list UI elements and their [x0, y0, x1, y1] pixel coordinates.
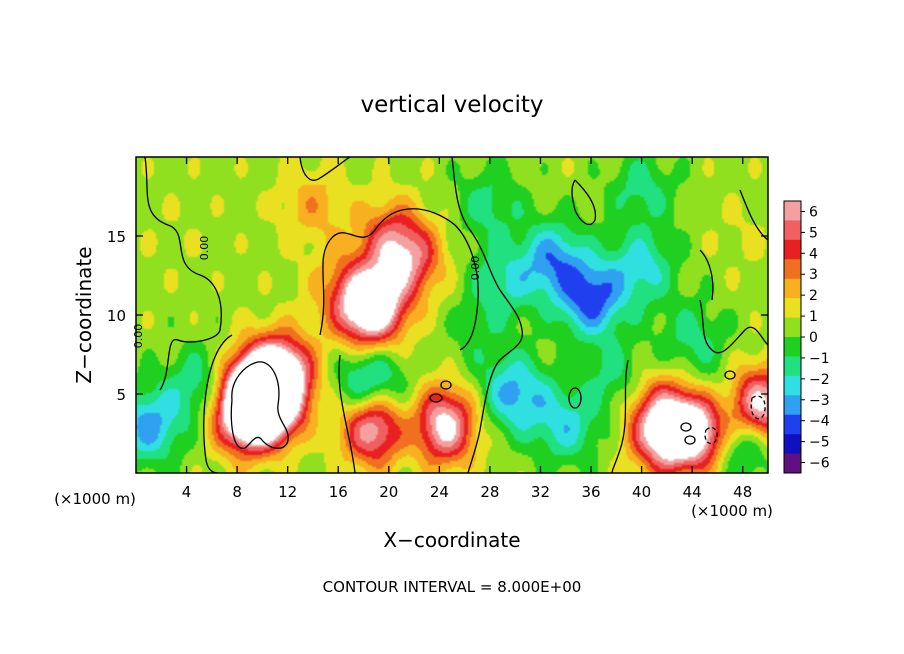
- colorbar-swatch: [784, 356, 801, 377]
- colorbar-swatch: [784, 239, 801, 260]
- colorbar: 6 5 4 3 2 1 0 −1 −2 −3 −4 −5 −6: [783, 200, 830, 474]
- x-tick-label: 24: [430, 483, 449, 501]
- x-tick-label: 28: [480, 483, 499, 501]
- colorbar-label: 2: [809, 288, 818, 304]
- negative-contour-1: [704, 426, 718, 445]
- closed-contour-3: [680, 422, 692, 432]
- zero-contour-plume: [319, 208, 479, 351]
- colorbar-swatch: [784, 395, 801, 416]
- x-tick-label: 40: [632, 483, 651, 501]
- y-tick-label: 15: [107, 228, 126, 246]
- colorbar-label: 4: [809, 246, 818, 262]
- x-axis-ticks: 4 8 12 16 20 24 28 32 36 40 44 48: [182, 157, 752, 501]
- y-tick-label: 5: [116, 386, 126, 404]
- x-tick-label: 16: [329, 483, 348, 501]
- heatmap-field: [136, 157, 768, 473]
- y-axis-ticks: 5 10 15: [107, 228, 768, 404]
- colorbar-label: 5: [809, 225, 818, 241]
- heatmap-image: [136, 157, 768, 473]
- colorbar-label: −5: [809, 435, 830, 451]
- colorbar-label: 3: [809, 267, 818, 283]
- colorbar-swatch: [784, 414, 801, 435]
- zero-contour-mid: [338, 354, 356, 473]
- y-axis-label: Z−coordinate: [72, 246, 96, 383]
- colorbar-label: 1: [809, 309, 818, 325]
- closed-contour-6: [568, 387, 582, 409]
- x-tick-label: 12: [278, 483, 297, 501]
- contour-interval-note: CONTOUR INTERVAL = 8.000E+00: [323, 578, 582, 596]
- closed-contour-2: [440, 380, 452, 390]
- closed-contour-4: [684, 435, 696, 445]
- closed-contour-1: [429, 393, 443, 403]
- x-tick-label: 36: [581, 483, 600, 501]
- colorbar-swatch: [784, 317, 801, 338]
- x-tick-label: 48: [733, 483, 752, 501]
- contour-label: 0.00: [469, 256, 482, 281]
- closed-contour-5: [724, 370, 736, 380]
- x-unit-right: (×1000 m): [691, 502, 773, 520]
- x-tick-label: 32: [531, 483, 550, 501]
- colorbar-label: −4: [809, 414, 830, 430]
- zero-contour-right-lower: [611, 359, 629, 473]
- colorbar-swatch: [784, 220, 801, 241]
- max-contour-white: [230, 361, 289, 449]
- x-tick-label: 8: [232, 483, 242, 501]
- colorbar-label: −3: [809, 393, 830, 409]
- contour-label: 0.00: [132, 324, 145, 349]
- chart-title: vertical velocity: [361, 92, 544, 118]
- contour-label: 0.00: [198, 236, 211, 261]
- colorbar-label: −6: [809, 456, 830, 472]
- colorbar-label: 6: [809, 204, 818, 220]
- colorbar-swatch: [784, 259, 801, 280]
- colorbar-swatch: [784, 201, 801, 221]
- colorbar-label: −1: [809, 351, 830, 367]
- zero-contour-right-upper: [571, 179, 597, 226]
- zero-contour-lines: [144, 157, 768, 473]
- zero-contour-main: [203, 334, 233, 473]
- colorbar-swatch: [784, 434, 801, 455]
- zero-contour-left: [144, 157, 222, 391]
- x-axis-label: X−coordinate: [383, 528, 520, 552]
- colorbar-swatch: [784, 278, 801, 299]
- colorbar-label: −2: [809, 372, 830, 388]
- colorbar-swatch: [784, 375, 801, 396]
- x-tick-label: 4: [182, 483, 192, 501]
- zero-contour-right: [699, 299, 768, 354]
- negative-contour-2: [750, 395, 766, 420]
- y-tick-label: 10: [107, 307, 126, 325]
- x-tick-label: 44: [683, 483, 702, 501]
- x-tick-label: 20: [379, 483, 398, 501]
- colorbar-label: 0: [809, 330, 818, 346]
- colorbar-swatch: [784, 337, 801, 357]
- zero-contour-center: [451, 157, 523, 473]
- colorbar-swatch: [784, 298, 801, 319]
- zero-contour-upper-left: [299, 157, 351, 181]
- colorbar-swatch: [784, 453, 801, 474]
- zero-contour-far-right: [699, 189, 768, 301]
- x-unit-left: (×1000 m): [54, 490, 136, 508]
